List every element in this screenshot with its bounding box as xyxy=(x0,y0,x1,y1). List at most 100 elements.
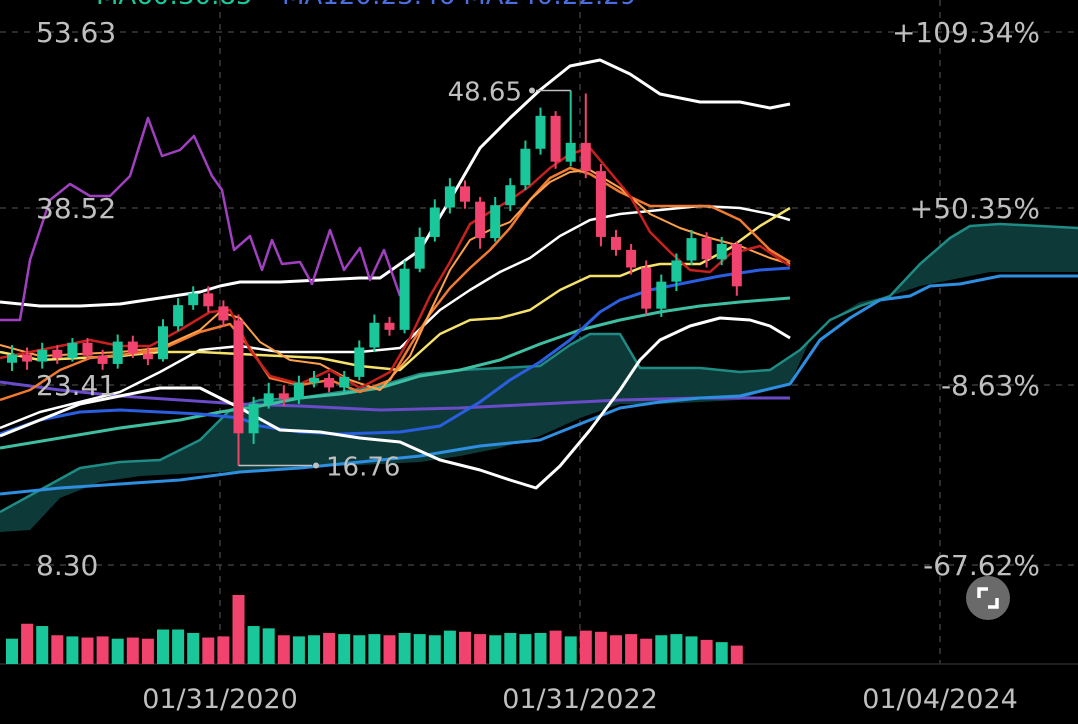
y-axis-price-label: 53.63 xyxy=(36,16,116,49)
candle-body xyxy=(490,205,501,239)
volume-bar xyxy=(262,628,275,664)
candle-body xyxy=(716,244,727,260)
volume-bar xyxy=(187,632,200,664)
volume-bar xyxy=(534,632,547,664)
volume-bars xyxy=(6,595,743,664)
candle-body xyxy=(263,393,274,404)
low-price-label: 16.76 xyxy=(326,453,400,483)
price-annotations: 48.65 16.76 xyxy=(238,78,571,483)
candle-body xyxy=(7,354,17,363)
volume-bar xyxy=(353,635,366,664)
volume-bar xyxy=(247,626,260,664)
candle-body xyxy=(731,244,742,287)
volume-bar xyxy=(368,634,381,664)
legend-ma60: MA60:30.85 xyxy=(96,0,253,11)
candle-body xyxy=(580,142,591,172)
cloud-upper-line xyxy=(0,222,1078,514)
candle-body xyxy=(97,355,108,364)
volume-bar xyxy=(172,629,185,664)
volume-bar xyxy=(338,634,351,664)
volume-bar xyxy=(474,634,487,664)
high-price-label: 48.65 xyxy=(448,78,522,108)
volume-bar xyxy=(730,645,743,664)
volume-bar xyxy=(277,635,290,664)
x-axis-date-label: 01/04/2024 xyxy=(862,684,1018,715)
volume-bar xyxy=(21,623,34,664)
candle-body xyxy=(505,185,516,206)
volume-bar xyxy=(625,634,638,664)
volume-bar xyxy=(232,595,245,664)
candle-body xyxy=(369,322,380,348)
volume-bar xyxy=(428,635,441,664)
candle-body xyxy=(127,341,138,354)
candle-body xyxy=(82,342,93,356)
rsi-line xyxy=(0,116,402,322)
y-axis-percent-label: +50.35% xyxy=(910,192,1040,225)
candle-body xyxy=(248,403,259,434)
y-axis-price-label: 38.52 xyxy=(36,192,116,225)
candle-body xyxy=(158,326,168,360)
high-marker-dot xyxy=(529,87,535,94)
volume-bar xyxy=(6,638,18,664)
volume-bar xyxy=(519,634,532,664)
candle-body xyxy=(535,115,546,149)
y-axis-price-label: 8.30 xyxy=(36,549,98,582)
cloud-fill xyxy=(0,224,1078,532)
volume-bar xyxy=(489,635,502,664)
candle-body xyxy=(37,349,48,362)
candle-body xyxy=(550,115,561,162)
y-axis-percent-label: -8.63% xyxy=(941,369,1040,402)
volume-bar xyxy=(579,630,592,664)
candle-body xyxy=(233,320,244,434)
volume-bar xyxy=(323,632,336,664)
volume-bar xyxy=(111,638,124,664)
candle-body xyxy=(67,342,78,359)
volume-bar xyxy=(141,638,154,664)
volume-bar xyxy=(670,634,683,664)
volume-bar xyxy=(383,635,396,664)
volume-bar xyxy=(715,642,728,664)
candle-body xyxy=(626,249,637,268)
volume-bar xyxy=(685,636,698,664)
candle-body xyxy=(52,349,63,359)
volume-bar xyxy=(157,629,169,664)
volume-bar xyxy=(594,631,607,664)
candle-body xyxy=(384,322,395,330)
candle-body xyxy=(278,393,289,400)
volume-bar xyxy=(640,638,653,664)
bollinger-lower xyxy=(0,316,791,490)
volume-bar xyxy=(443,630,456,664)
volume-bar xyxy=(308,635,320,664)
volume-bar xyxy=(66,636,79,664)
baseline-line xyxy=(0,274,1078,496)
volume-bar xyxy=(96,636,109,664)
candle-body xyxy=(444,186,455,208)
volume-bar xyxy=(81,637,94,664)
candle-body xyxy=(142,353,153,360)
volume-bar xyxy=(398,632,411,664)
candle-body xyxy=(293,382,304,400)
fullscreen-button[interactable] xyxy=(966,576,1010,620)
y-axis-percent-label: +109.34% xyxy=(892,16,1040,49)
candle-body xyxy=(520,148,531,186)
x-axis-date-label: 01/31/2020 xyxy=(142,684,298,715)
y-axis-price-label: 23.41 xyxy=(36,369,116,402)
candle-body xyxy=(595,171,606,237)
volume-bar xyxy=(700,639,713,664)
candle-body xyxy=(112,341,123,364)
candle-body xyxy=(460,186,470,202)
volume-bar xyxy=(217,636,230,664)
candle-body xyxy=(565,142,576,162)
volume-bar xyxy=(655,635,668,664)
candle-body xyxy=(671,260,682,282)
candle-body xyxy=(701,238,712,260)
low-marker-dot xyxy=(313,462,319,469)
legend-ma120-ma240: MA120:23.46 MA240:22.29 xyxy=(282,0,636,11)
ichimoku-cloud xyxy=(0,222,1078,532)
candle-body xyxy=(656,281,667,309)
candle-body xyxy=(641,267,652,309)
volume-bar xyxy=(564,636,577,664)
candle-body xyxy=(309,378,319,383)
candle-body xyxy=(354,347,365,377)
